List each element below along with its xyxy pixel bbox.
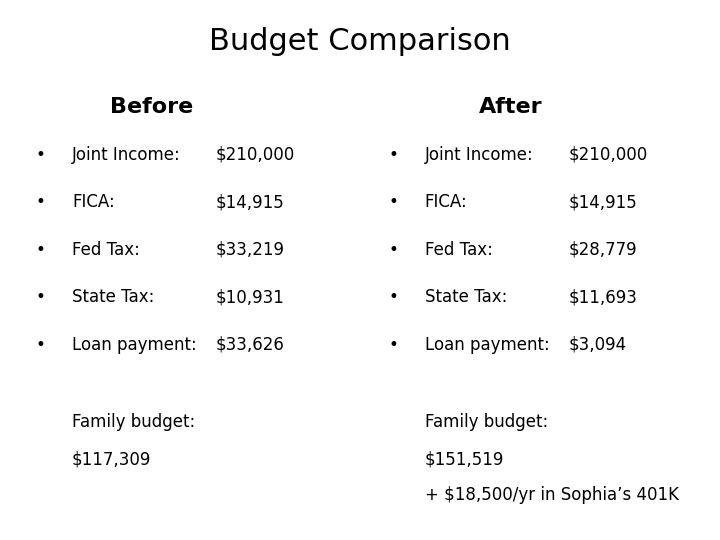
Text: State Tax:: State Tax: (72, 288, 154, 306)
Text: $3,094: $3,094 (569, 336, 627, 354)
Text: Budget Comparison: Budget Comparison (209, 27, 511, 56)
Text: $33,219: $33,219 (216, 241, 285, 259)
Text: $117,309: $117,309 (72, 451, 151, 469)
Text: + $18,500/yr in Sophia’s 401K: + $18,500/yr in Sophia’s 401K (425, 486, 679, 504)
Text: Joint Income:: Joint Income: (425, 146, 534, 164)
Text: •: • (389, 288, 399, 306)
Text: FICA:: FICA: (425, 193, 467, 211)
Text: $28,779: $28,779 (569, 241, 637, 259)
Text: •: • (389, 146, 399, 164)
Text: $33,626: $33,626 (216, 336, 285, 354)
Text: •: • (36, 241, 46, 259)
Text: $10,931: $10,931 (216, 288, 285, 306)
Text: $14,915: $14,915 (569, 193, 637, 211)
Text: Family budget:: Family budget: (72, 413, 195, 431)
Text: $210,000: $210,000 (216, 146, 295, 164)
Text: •: • (389, 193, 399, 211)
Text: Loan payment:: Loan payment: (425, 336, 549, 354)
Text: $11,693: $11,693 (569, 288, 638, 306)
Text: $151,519: $151,519 (425, 451, 504, 469)
Text: •: • (36, 193, 46, 211)
Text: Joint Income:: Joint Income: (72, 146, 181, 164)
Text: •: • (389, 336, 399, 354)
Text: •: • (36, 288, 46, 306)
Text: Before: Before (109, 97, 193, 117)
Text: FICA:: FICA: (72, 193, 114, 211)
Text: Fed Tax:: Fed Tax: (72, 241, 140, 259)
Text: Fed Tax:: Fed Tax: (425, 241, 492, 259)
Text: Family budget:: Family budget: (425, 413, 548, 431)
Text: State Tax:: State Tax: (425, 288, 507, 306)
Text: •: • (389, 241, 399, 259)
Text: $210,000: $210,000 (569, 146, 648, 164)
Text: $14,915: $14,915 (216, 193, 284, 211)
Text: After: After (480, 97, 543, 117)
Text: •: • (36, 146, 46, 164)
Text: •: • (36, 336, 46, 354)
Text: Loan payment:: Loan payment: (72, 336, 197, 354)
